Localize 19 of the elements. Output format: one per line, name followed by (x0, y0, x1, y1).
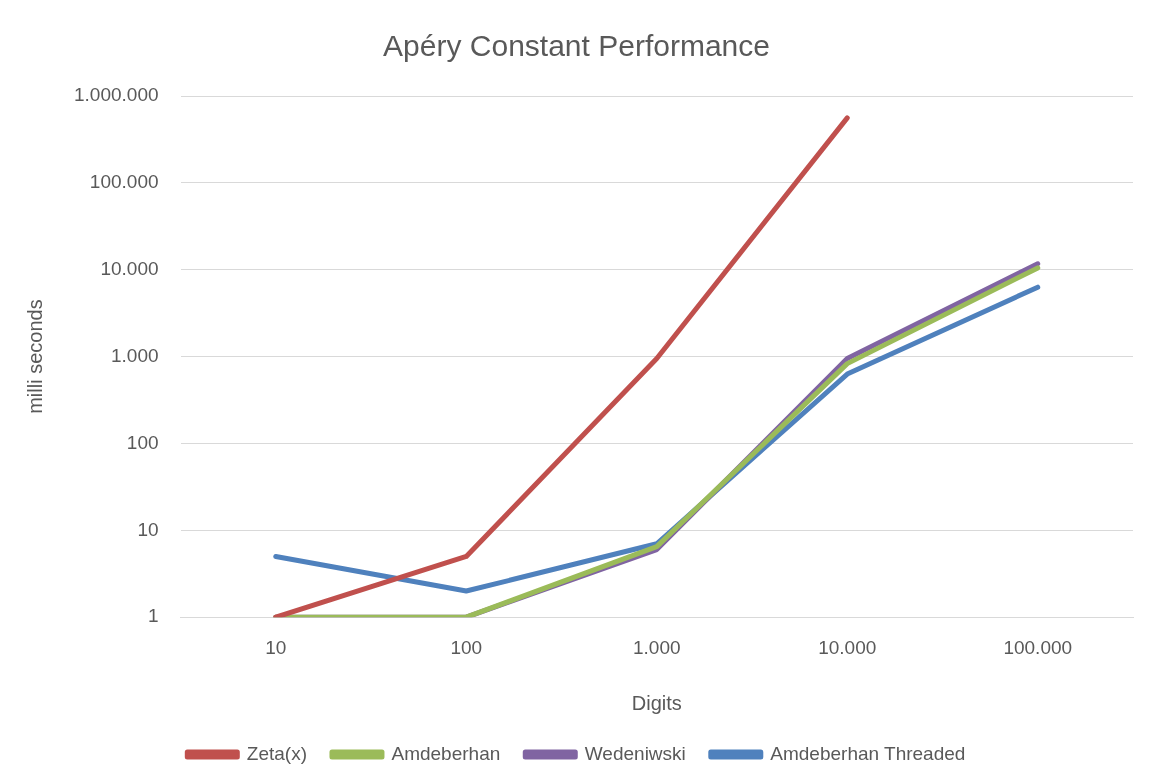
y-tick-label: 1.000 (110, 344, 159, 366)
y-tick-label: 1.000.000 (73, 84, 159, 106)
y-tick-label: 1 (147, 605, 159, 627)
x-axis-title: Digits (631, 691, 682, 714)
y-tick-label: 10 (137, 518, 159, 540)
legend-label: Amdeberhan Threaded (770, 742, 966, 764)
x-tick-label: 100 (450, 636, 483, 658)
legend-label: Wedeniwski (584, 742, 686, 764)
x-tick-label: 10.000 (818, 636, 877, 658)
y-tick-label: 10.000 (100, 257, 159, 279)
x-tick-label: 100.000 (1003, 636, 1073, 658)
x-tick-label: 1.000 (632, 636, 681, 658)
chart-title: Apéry Constant Performance (383, 29, 770, 63)
y-axis-title: milli seconds (23, 299, 46, 414)
y-tick-label: 100 (126, 431, 159, 453)
legend-label: Amdeberhan (391, 742, 501, 764)
legend-label: Zeta(x) (246, 742, 307, 764)
y-tick-label: 100.000 (89, 171, 159, 193)
x-tick-label: 10 (265, 636, 287, 658)
